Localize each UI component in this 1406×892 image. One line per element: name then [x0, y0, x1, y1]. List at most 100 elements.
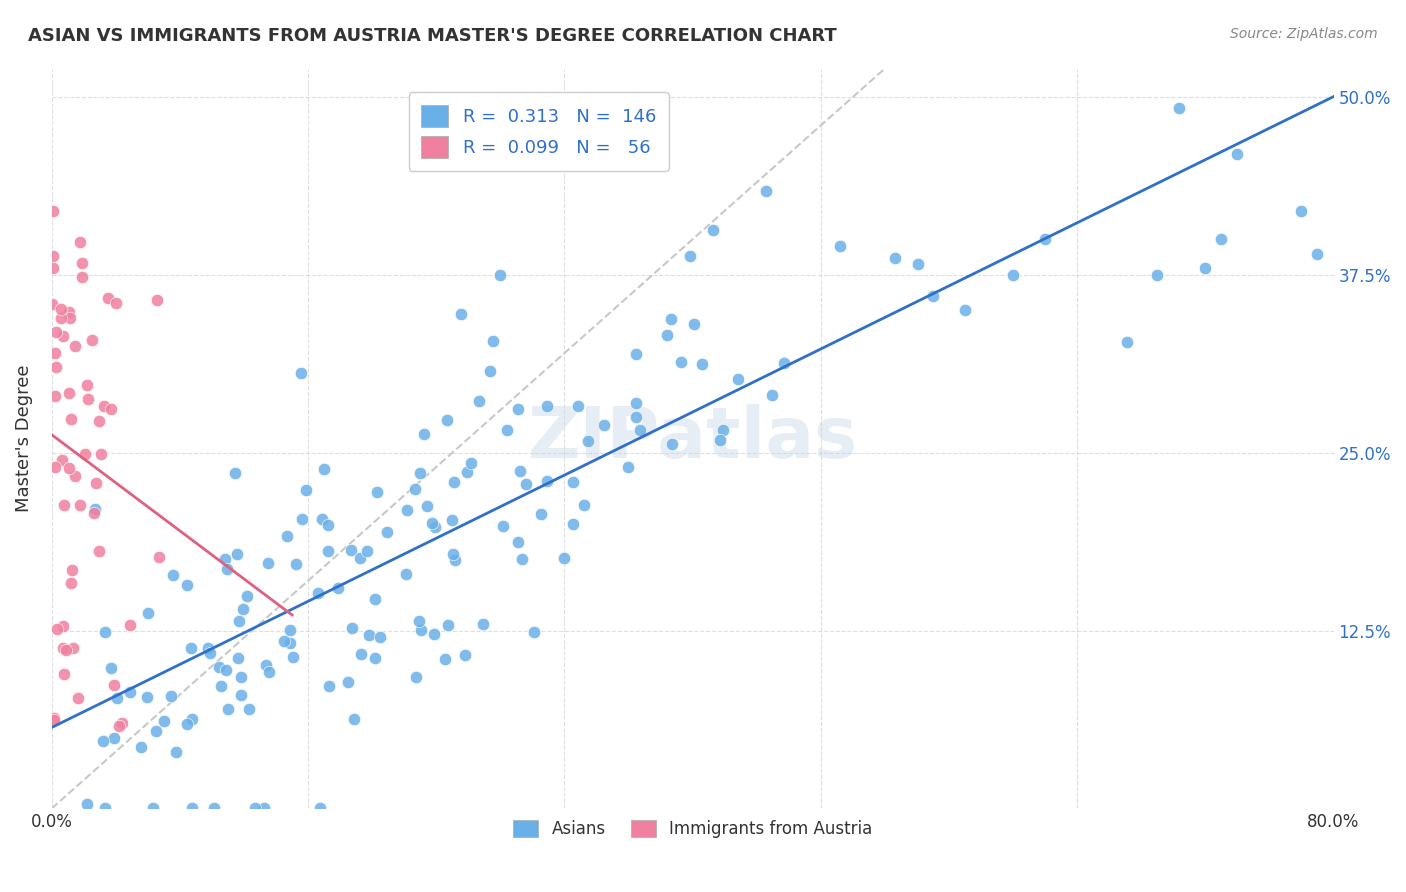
- Point: [907, 257, 929, 271]
- Point: [44, 346, 66, 360]
- Point: [536, 475, 558, 489]
- Point: [52, 619, 75, 633]
- Point: [278, 636, 301, 650]
- Point: [52, 667, 75, 681]
- Point: [148, 550, 170, 565]
- Point: [42, 260, 65, 275]
- Point: [562, 475, 585, 489]
- Point: [311, 512, 333, 526]
- Legend: Asians, Immigrants from Austria: Asians, Immigrants from Austria: [506, 813, 879, 845]
- Point: [91, 733, 114, 747]
- Point: [953, 303, 976, 318]
- Point: [412, 427, 434, 442]
- Point: [423, 519, 446, 533]
- Point: [276, 529, 298, 543]
- Point: [340, 621, 363, 635]
- Point: [509, 464, 531, 478]
- Point: [441, 513, 464, 527]
- Point: [280, 623, 302, 637]
- Point: [1226, 147, 1249, 161]
- Point: [1211, 232, 1233, 246]
- Point: [87, 414, 110, 428]
- Point: [62, 640, 84, 655]
- Point: [572, 498, 595, 512]
- Y-axis label: Master's Degree: Master's Degree: [15, 365, 32, 512]
- Point: [409, 467, 432, 481]
- Point: [366, 485, 388, 500]
- Point: [661, 436, 683, 450]
- Point: [536, 399, 558, 413]
- Point: [1002, 268, 1025, 282]
- Point: [456, 465, 478, 479]
- Point: [883, 251, 905, 265]
- Point: [243, 801, 266, 815]
- Point: [58, 461, 80, 475]
- Point: [58, 385, 80, 400]
- Point: [404, 483, 426, 497]
- Point: [162, 568, 184, 582]
- Point: [307, 586, 329, 600]
- Point: [93, 399, 115, 413]
- Point: [441, 547, 464, 561]
- Point: [100, 401, 122, 416]
- Point: [58, 305, 80, 319]
- Point: [52, 329, 75, 343]
- Point: [437, 618, 460, 632]
- Point: [290, 367, 312, 381]
- Point: [454, 648, 477, 662]
- Point: [214, 551, 236, 566]
- Point: [66, 690, 89, 705]
- Point: [70, 255, 93, 269]
- Text: ZIPatlas: ZIPatlas: [527, 404, 858, 473]
- Point: [318, 517, 340, 532]
- Point: [592, 417, 614, 432]
- Point: [624, 396, 647, 410]
- Point: [94, 801, 117, 815]
- Point: [93, 624, 115, 639]
- Point: [103, 678, 125, 692]
- Point: [409, 623, 432, 637]
- Point: [111, 716, 134, 731]
- Point: [208, 660, 231, 674]
- Point: [655, 327, 678, 342]
- Point: [368, 630, 391, 644]
- Point: [617, 459, 640, 474]
- Point: [83, 506, 105, 520]
- Point: [405, 670, 427, 684]
- Point: [254, 658, 277, 673]
- Text: Source: ZipAtlas.com: Source: ZipAtlas.com: [1230, 27, 1378, 41]
- Point: [506, 534, 529, 549]
- Point: [273, 633, 295, 648]
- Point: [328, 581, 350, 595]
- Point: [628, 423, 651, 437]
- Point: [1291, 203, 1313, 218]
- Point: [479, 364, 502, 378]
- Point: [100, 661, 122, 675]
- Point: [75, 447, 97, 461]
- Point: [44, 389, 66, 403]
- Point: [761, 388, 783, 402]
- Point: [828, 239, 851, 253]
- Point: [105, 690, 128, 705]
- Point: [228, 651, 250, 665]
- Point: [337, 674, 360, 689]
- Point: [692, 357, 714, 371]
- Point: [120, 618, 142, 632]
- Point: [235, 589, 257, 603]
- Point: [408, 614, 430, 628]
- Point: [416, 500, 439, 514]
- Point: [180, 801, 202, 815]
- Point: [45, 622, 67, 636]
- Point: [510, 552, 533, 566]
- Point: [103, 731, 125, 745]
- Point: [53, 498, 76, 512]
- Point: [377, 524, 399, 539]
- Point: [364, 592, 387, 607]
- Point: [436, 413, 458, 427]
- Point: [146, 293, 169, 308]
- Point: [1306, 246, 1329, 260]
- Point: [364, 651, 387, 665]
- Point: [215, 562, 238, 576]
- Point: [131, 739, 153, 754]
- Point: [44, 459, 66, 474]
